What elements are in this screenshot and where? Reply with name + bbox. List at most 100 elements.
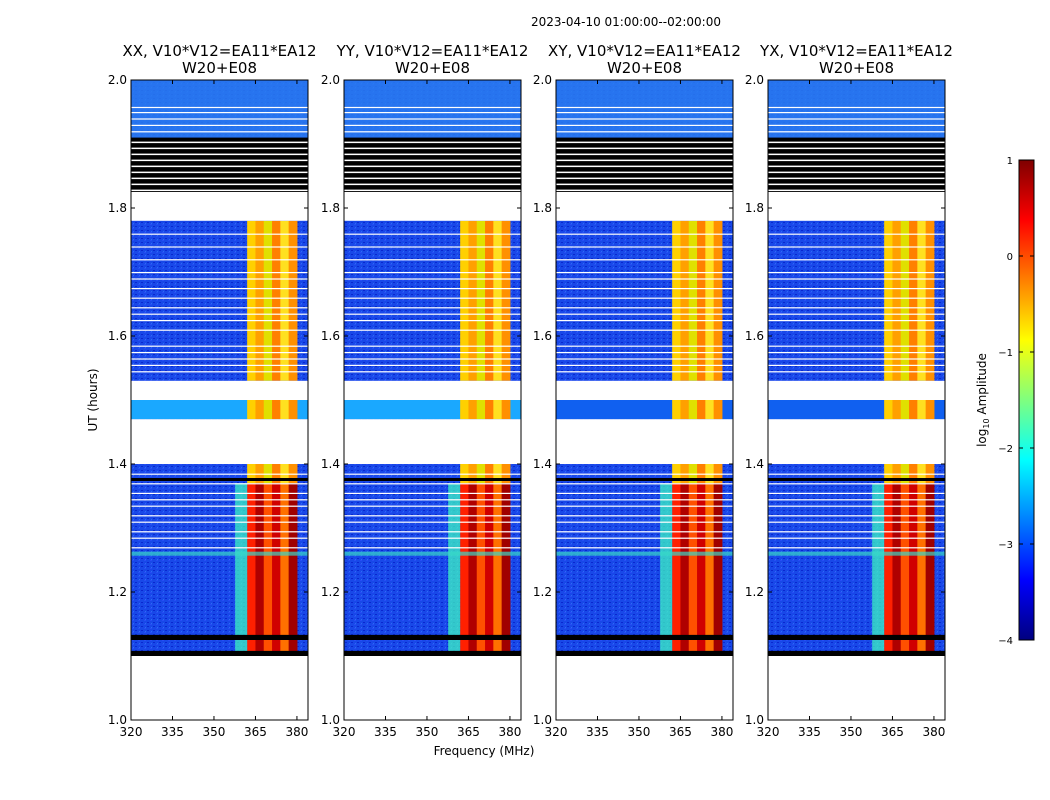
blank-band	[768, 192, 945, 221]
flag-line	[556, 272, 733, 274]
rfi-band-column	[705, 220, 715, 381]
flagged-gap	[556, 189, 733, 192]
panel-title-line2: W20+E08	[819, 59, 894, 77]
flag-line	[131, 352, 308, 354]
rfi-band-column	[909, 400, 918, 420]
flagged-gap	[556, 147, 733, 150]
y-tick-label: 2.0	[533, 73, 552, 87]
rfi-band-column	[280, 400, 290, 420]
x-tick-label: 365	[669, 725, 692, 739]
rfi-band-column	[263, 560, 273, 656]
flag-line	[768, 483, 945, 485]
flag-line	[131, 492, 308, 494]
rfi-band-column	[688, 400, 698, 420]
flag-line	[131, 483, 308, 485]
colorbar-label-main: log	[975, 429, 989, 447]
flag-line	[768, 233, 945, 235]
flag-line	[344, 246, 521, 248]
flag-line	[768, 307, 945, 309]
flag-line	[344, 505, 521, 507]
panel-frame	[130, 79, 309, 721]
rfi-band-column	[493, 220, 503, 381]
flag-line	[344, 131, 521, 133]
flag-line	[556, 297, 733, 299]
flag-line	[556, 124, 733, 126]
rfi-band-column	[493, 560, 503, 656]
blank-band	[768, 380, 945, 400]
colorbar-tick-label: 1	[1007, 156, 1013, 167]
y-tick-label: 1.2	[533, 585, 552, 599]
upper-region	[768, 80, 945, 138]
blank-band	[131, 419, 308, 464]
flag-line	[768, 521, 945, 523]
colorbar-tick-label: −2	[998, 444, 1013, 455]
rfi-band-column	[501, 560, 511, 656]
upper-region	[344, 80, 521, 138]
y-tick-label: 2.0	[745, 73, 764, 87]
flag-line	[556, 505, 733, 507]
y-tick-label: 1.6	[745, 329, 764, 343]
flagged-gap	[131, 153, 308, 156]
flag-line	[556, 233, 733, 235]
x-tick-label: 380	[922, 725, 945, 739]
rfi-band-column	[493, 400, 503, 420]
flag-line	[344, 483, 521, 485]
x-tick-label: 365	[244, 725, 267, 739]
upper-region	[556, 80, 733, 138]
flag-line	[768, 320, 945, 322]
rfi-band-column	[892, 560, 902, 656]
x-tick-label: 350	[628, 725, 651, 739]
rfi-band-column	[468, 560, 478, 656]
rfi-band-column	[672, 400, 681, 420]
y-tick-label: 1.0	[745, 713, 764, 727]
flagged-gap	[344, 183, 521, 186]
rfi-band-column	[925, 560, 935, 656]
rfi-band-column	[713, 400, 723, 420]
flag-line	[768, 288, 945, 290]
colorbar-gradient	[1018, 159, 1035, 641]
panel-title-line1: YY, V10*V12=EA11*EA12	[336, 42, 529, 60]
flagged-gap	[556, 165, 733, 168]
flagged-gap	[344, 189, 521, 192]
upper-region	[131, 80, 308, 138]
rfi-band-column	[697, 220, 706, 381]
flag-line	[768, 131, 945, 133]
colorbar: log10 Amplitude 10−1−2−3−4	[975, 156, 1035, 647]
rfi-band-column	[697, 400, 706, 420]
blank-band	[556, 380, 733, 400]
y-tick-label: 1.4	[108, 457, 127, 471]
x-tick-label: 320	[757, 725, 780, 739]
flag-line	[344, 371, 521, 373]
panel-title-line1: XX, V10*V12=EA11*EA12	[122, 42, 316, 60]
flag-line	[768, 364, 945, 366]
flag-line	[556, 259, 733, 261]
flagged-gap	[768, 159, 945, 162]
x-tick-label: 335	[586, 725, 609, 739]
rfi-band-column	[485, 400, 494, 420]
rfi-band-column	[280, 220, 290, 381]
x-tick-label: 335	[798, 725, 821, 739]
flag-line	[556, 371, 733, 373]
flag-line	[556, 118, 733, 120]
y-tick-label: 1.8	[108, 201, 127, 215]
y-tick-label: 1.8	[745, 201, 764, 215]
flag-line	[556, 515, 733, 517]
flag-line	[344, 515, 521, 517]
rfi-low-stripe	[344, 551, 521, 556]
flag-line	[131, 499, 308, 501]
rfi-band-column	[272, 220, 281, 381]
flag-line	[131, 473, 308, 475]
flagged-band	[556, 650, 733, 656]
flag-line	[131, 124, 308, 126]
rfi-halo	[660, 560, 673, 656]
y-tick-label: 2.0	[108, 73, 127, 87]
rfi-band-column	[917, 220, 927, 381]
y-tick-label: 1.4	[745, 457, 764, 471]
flag-line	[131, 371, 308, 373]
rfi-band-column	[680, 560, 690, 656]
rfi-band-column	[884, 560, 893, 656]
x-tick-label: 380	[285, 725, 308, 739]
x-tick-label: 350	[416, 725, 439, 739]
panel-title-line1: YX, V10*V12=EA11*EA12	[759, 42, 953, 60]
blank-band	[344, 380, 521, 400]
